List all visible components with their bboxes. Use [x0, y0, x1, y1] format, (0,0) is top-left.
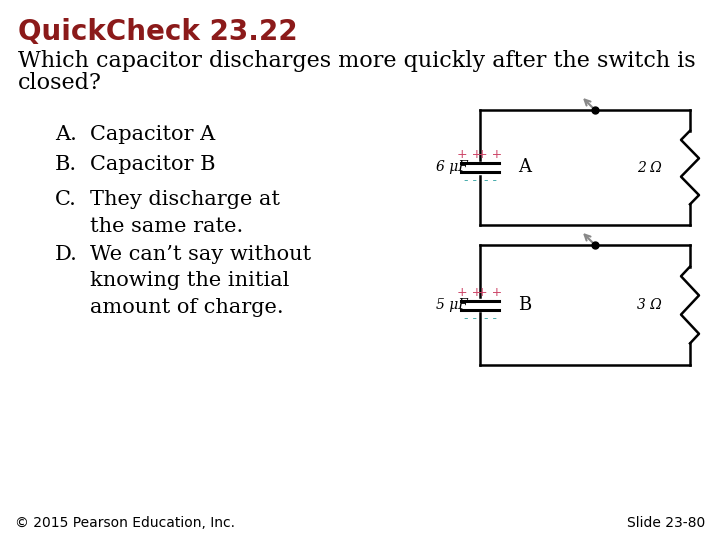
Text: QuickCheck 23.22: QuickCheck 23.22 — [18, 18, 297, 46]
Text: closed?: closed? — [18, 72, 102, 94]
Text: + +: + + — [457, 148, 482, 161]
Text: Slide 23-80: Slide 23-80 — [626, 516, 705, 530]
Text: - -: - - — [464, 174, 477, 187]
Text: C.: C. — [55, 190, 77, 209]
Text: B.: B. — [55, 155, 77, 174]
Text: 2 Ω: 2 Ω — [637, 160, 662, 174]
Text: We can’t say without
knowing the initial
amount of charge.: We can’t say without knowing the initial… — [90, 245, 311, 317]
Text: + +: + + — [477, 148, 503, 161]
Text: 6 μF: 6 μF — [436, 160, 468, 174]
Text: Capacitor B: Capacitor B — [90, 155, 215, 174]
Text: - -: - - — [464, 312, 477, 325]
Text: Which capacitor discharges more quickly after the switch is: Which capacitor discharges more quickly … — [18, 50, 696, 72]
Text: - -: - - — [484, 312, 497, 325]
Text: - -: - - — [484, 174, 497, 187]
Text: + +: + + — [457, 286, 482, 299]
Text: 3 Ω: 3 Ω — [637, 298, 662, 312]
Text: D.: D. — [55, 245, 78, 264]
Text: Capacitor A: Capacitor A — [90, 125, 215, 144]
Text: A.: A. — [55, 125, 77, 144]
Text: © 2015 Pearson Education, Inc.: © 2015 Pearson Education, Inc. — [15, 516, 235, 530]
Text: A: A — [518, 159, 531, 177]
Text: They discharge at
the same rate.: They discharge at the same rate. — [90, 190, 280, 235]
Text: + +: + + — [477, 286, 503, 299]
Text: B: B — [518, 296, 531, 314]
Text: 5 μF: 5 μF — [436, 298, 468, 312]
